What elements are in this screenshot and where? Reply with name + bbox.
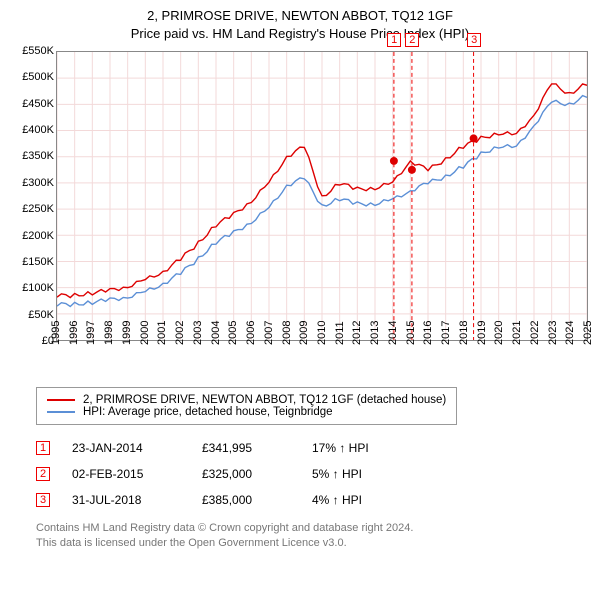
- x-tick-label: 2017: [440, 321, 452, 345]
- price-row-date: 02-FEB-2015: [72, 467, 202, 481]
- x-tick-label: 2009: [298, 321, 310, 345]
- x-tick-label: 2021: [511, 321, 523, 345]
- chart-subtitle: Price paid vs. HM Land Registry's House …: [12, 26, 588, 41]
- y-tick-label: £100K: [12, 282, 54, 294]
- y-tick-label: £550K: [12, 45, 54, 57]
- price-row-price: £341,995: [202, 441, 312, 455]
- x-tick-label: 2020: [493, 321, 505, 345]
- sale-point: [408, 166, 416, 174]
- legend-text: 2, PRIMROSE DRIVE, NEWTON ABBOT, TQ12 1G…: [83, 394, 446, 406]
- x-tick-label: 2022: [529, 321, 541, 345]
- y-tick-label: £350K: [12, 150, 54, 162]
- x-tick-label: 1997: [85, 321, 97, 345]
- price-row: 2 02-FEB-2015£325,0005% ↑ HPI: [36, 461, 588, 487]
- price-row-pct: 17% ↑ HPI: [312, 441, 432, 455]
- price-row-pct: 4% ↑ HPI: [312, 493, 432, 507]
- x-tick-label: 1999: [121, 321, 133, 345]
- footnote-line-1: Contains HM Land Registry data © Crown c…: [36, 521, 588, 536]
- x-tick-label: 2023: [547, 321, 559, 345]
- x-tick-label: 2013: [369, 321, 381, 345]
- price-row-price: £385,000: [202, 493, 312, 507]
- sale-marker-label: 3: [467, 33, 481, 47]
- x-tick-label: 2007: [263, 321, 275, 345]
- sale-marker-label: 1: [387, 33, 401, 47]
- y-tick-label: £250K: [12, 203, 54, 215]
- legend-row: HPI: Average price, detached house, Teig…: [47, 406, 446, 418]
- chart-title: 2, PRIMROSE DRIVE, NEWTON ABBOT, TQ12 1G…: [12, 8, 588, 23]
- y-tick-label: £400K: [12, 124, 54, 136]
- price-row: 1 23-JAN-2014£341,99517% ↑ HPI: [36, 435, 588, 461]
- x-tick-label: 2024: [564, 321, 576, 345]
- title-block: 2, PRIMROSE DRIVE, NEWTON ABBOT, TQ12 1G…: [12, 8, 588, 41]
- x-tick-label: 2002: [174, 321, 186, 345]
- x-tick-label: 2025: [582, 321, 594, 345]
- x-tick-label: 2005: [227, 321, 239, 345]
- x-tick-label: 2001: [156, 321, 168, 345]
- x-tick-label: 2019: [476, 321, 488, 345]
- sale-point: [470, 134, 478, 142]
- x-tick-label: 2000: [139, 321, 151, 345]
- x-tick-label: 1998: [103, 321, 115, 345]
- x-tick-label: 2004: [210, 321, 222, 345]
- chart-container: 2, PRIMROSE DRIVE, NEWTON ABBOT, TQ12 1G…: [0, 0, 600, 563]
- legend-row: 2, PRIMROSE DRIVE, NEWTON ABBOT, TQ12 1G…: [47, 394, 446, 406]
- y-axis: £0£50K£100K£150K£200K£250K£300K£350K£400…: [12, 51, 56, 341]
- x-tick-label: 2003: [192, 321, 204, 345]
- price-row-marker: 2: [36, 467, 50, 481]
- legend-swatch: [47, 411, 75, 413]
- price-row-price: £325,000: [202, 467, 312, 481]
- price-row-marker: 1: [36, 441, 50, 455]
- footnote: Contains HM Land Registry data © Crown c…: [36, 521, 588, 551]
- chart-area: £0 £50K £100K £150K £200K £250K £300K £350K £400…: [12, 51, 588, 381]
- legend-text: HPI: Average price, detached house, Teig…: [83, 406, 333, 418]
- x-tick-label: 2011: [334, 321, 346, 345]
- sale-marker-label: 2: [405, 33, 419, 47]
- y-tick-label: £300K: [12, 177, 54, 189]
- y-tick-label: £200K: [12, 230, 54, 242]
- x-axis: 1995199619971998199920002001200220032004…: [56, 341, 588, 381]
- y-tick-label: £150K: [12, 256, 54, 268]
- legend: 2, PRIMROSE DRIVE, NEWTON ABBOT, TQ12 1G…: [36, 387, 457, 425]
- plot-area: [56, 51, 588, 341]
- x-tick-label: 2014: [387, 321, 399, 345]
- y-tick-label: £0: [12, 335, 54, 347]
- x-tick-label: 2006: [245, 321, 257, 345]
- x-tick-label: 2018: [458, 321, 470, 345]
- x-tick-label: 2010: [316, 321, 328, 345]
- x-tick-label: 1995: [50, 321, 62, 345]
- y-tick-label: £50K: [12, 309, 54, 321]
- legend-swatch: [47, 399, 75, 401]
- x-tick-label: 2012: [351, 321, 363, 345]
- price-row-marker: 3: [36, 493, 50, 507]
- price-row-date: 31-JUL-2018: [72, 493, 202, 507]
- y-tick-label: £450K: [12, 98, 54, 110]
- x-tick-label: 2015: [405, 321, 417, 345]
- price-row-date: 23-JAN-2014: [72, 441, 202, 455]
- sale-point: [390, 157, 398, 165]
- x-tick-label: 2016: [422, 321, 434, 345]
- footnote-line-2: This data is licensed under the Open Gov…: [36, 536, 588, 551]
- price-row: 3 31-JUL-2018£385,0004% ↑ HPI: [36, 487, 588, 513]
- x-tick-label: 2008: [281, 321, 293, 345]
- price-row-pct: 5% ↑ HPI: [312, 467, 432, 481]
- y-tick-label: £500K: [12, 71, 54, 83]
- x-tick-label: 1996: [68, 321, 80, 345]
- price-table: 1 23-JAN-2014£341,99517% ↑ HPI 2 02-FEB-201…: [36, 435, 588, 513]
